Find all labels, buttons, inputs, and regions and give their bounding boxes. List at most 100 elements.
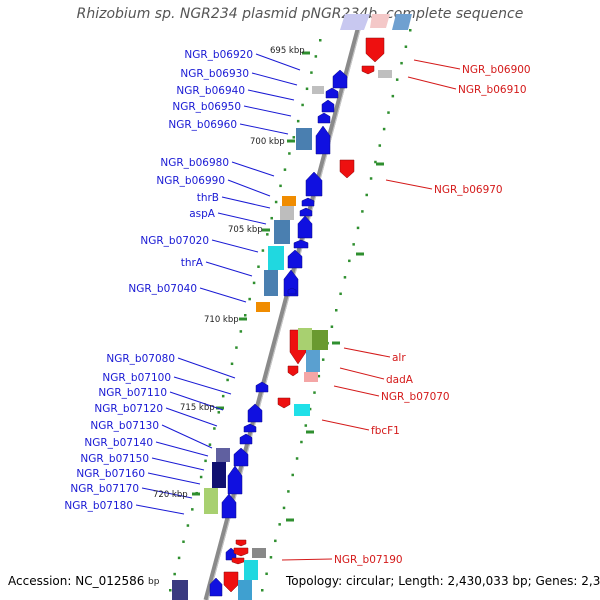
tick-major bbox=[302, 51, 310, 55]
misc-feature-box bbox=[252, 548, 266, 558]
tick-left bbox=[213, 427, 216, 430]
misc-feature-box bbox=[312, 330, 328, 350]
gene-label-right: NGR_b07190 bbox=[334, 554, 403, 566]
gene-forward-arrow bbox=[255, 381, 269, 393]
right-label-leader bbox=[339, 367, 385, 380]
scale-labels: 695 kbp 700 kbp 705 kbp 710 kbp 715 kbp 720 k… bbox=[153, 46, 305, 500]
tick-left bbox=[230, 362, 234, 366]
tick-right bbox=[400, 61, 403, 65]
tick-left bbox=[208, 443, 212, 446]
left-label-leader bbox=[173, 376, 232, 395]
tick-left bbox=[191, 508, 194, 511]
misc-feature-box bbox=[268, 246, 284, 270]
gene-label-left: NGR_b07040 bbox=[128, 283, 197, 295]
left-label-leader bbox=[255, 53, 301, 71]
tick-major bbox=[287, 139, 295, 143]
tick-right bbox=[382, 127, 386, 131]
left-label-leader bbox=[135, 504, 185, 515]
gene-forward-arrow bbox=[221, 493, 237, 519]
scale-label: 705 kbp bbox=[228, 225, 263, 235]
gene-label-right: fbcF1 bbox=[371, 425, 400, 437]
tick-left bbox=[186, 524, 190, 527]
gene-label-left: aspA bbox=[189, 208, 216, 220]
accession-unit: bp bbox=[148, 577, 160, 587]
tick-left bbox=[244, 314, 247, 317]
gene-label-left: NGR_b06950 bbox=[172, 101, 241, 113]
gene-label-left: thrB bbox=[197, 192, 219, 204]
scale-label: 710 kbp bbox=[204, 315, 239, 325]
tick-right bbox=[308, 407, 312, 411]
tick-left bbox=[217, 411, 221, 414]
left-label-leader bbox=[151, 457, 205, 471]
gene-forward-arrow bbox=[332, 69, 348, 89]
gene-label-right: NGR_b06970 bbox=[434, 184, 503, 196]
gene-label-right: NGR_b06910 bbox=[458, 84, 527, 96]
misc-feature-box bbox=[204, 488, 218, 514]
gene-label-left: NGR_b07120 bbox=[94, 403, 163, 415]
tick-left bbox=[319, 39, 322, 42]
tick-left bbox=[296, 119, 300, 123]
misc-feature-box bbox=[256, 302, 270, 312]
tick-left bbox=[274, 200, 278, 204]
misc-feature-box bbox=[216, 448, 230, 462]
top-feature-blur-right bbox=[370, 14, 390, 28]
gene-reverse-arrow bbox=[231, 557, 245, 565]
tick-major bbox=[332, 341, 340, 345]
left-label-leader bbox=[227, 179, 271, 197]
tick-left bbox=[292, 136, 296, 139]
gene-forward-arrow bbox=[293, 239, 309, 249]
left-label-leader bbox=[199, 287, 247, 303]
gene-reverse-arrow bbox=[365, 37, 385, 63]
left-label-leader bbox=[147, 472, 201, 485]
misc-feature-box bbox=[238, 580, 252, 600]
tick-right bbox=[365, 193, 368, 197]
tick-left bbox=[257, 265, 260, 268]
tick-right bbox=[265, 572, 268, 576]
gene-label-right: NGR_b06900 bbox=[462, 64, 531, 76]
right-label-leader bbox=[281, 558, 333, 561]
gene-label-left: NGR_b06990 bbox=[156, 175, 225, 187]
tick-right bbox=[291, 473, 294, 477]
gene-reverse-arrow bbox=[277, 397, 291, 409]
tick-left bbox=[283, 168, 287, 171]
gene-forward-arrow bbox=[243, 423, 257, 433]
tick-major bbox=[262, 228, 270, 232]
misc-feature-box bbox=[264, 270, 278, 296]
gene-label-left: NGR_b07130 bbox=[90, 420, 159, 432]
gene-forward-arrow bbox=[227, 465, 243, 495]
position-ticks bbox=[169, 29, 412, 592]
left-label-leader bbox=[211, 239, 259, 253]
misc-feature-box bbox=[306, 350, 320, 372]
top-feature-box bbox=[392, 14, 412, 30]
map-title: Rhizobium sp. NGR234 plasmid pNGR234b, c… bbox=[76, 6, 524, 22]
gene-label-left: NGR_b07140 bbox=[84, 437, 153, 449]
gene-label-left: NGR_b07100 bbox=[102, 372, 171, 384]
scale-label: 695 kbp bbox=[270, 46, 305, 56]
gene-labels: NGR_b06920 NGR_b06930 NGR_b06940 NGR_b06950… bbox=[64, 49, 530, 566]
tick-left bbox=[239, 330, 243, 333]
tick-left bbox=[310, 71, 313, 74]
misc-feature-box bbox=[378, 70, 392, 78]
tick-left bbox=[279, 184, 282, 188]
left-label-leader bbox=[243, 105, 292, 117]
tick-left bbox=[199, 475, 203, 479]
gene-forward-arrow bbox=[301, 197, 315, 207]
left-label-leader bbox=[161, 424, 213, 449]
tick-right bbox=[321, 358, 325, 361]
misc-feature-box bbox=[304, 372, 318, 382]
tick-right bbox=[313, 391, 316, 394]
left-label-leader bbox=[177, 357, 236, 379]
left-label-leader bbox=[165, 407, 218, 427]
gene-label-left: NGR_b06980 bbox=[160, 157, 229, 169]
misc-feature-box bbox=[312, 86, 324, 94]
tick-left bbox=[261, 249, 265, 252]
tick-right bbox=[343, 276, 347, 279]
tick-left bbox=[177, 556, 181, 560]
left-label-leader bbox=[155, 441, 209, 457]
tick-right bbox=[356, 226, 360, 230]
gene-forward-arrow bbox=[297, 215, 313, 239]
gene-label-left: NGR_b07110 bbox=[98, 387, 167, 399]
tick-right bbox=[317, 374, 321, 378]
tick-left bbox=[173, 572, 176, 576]
